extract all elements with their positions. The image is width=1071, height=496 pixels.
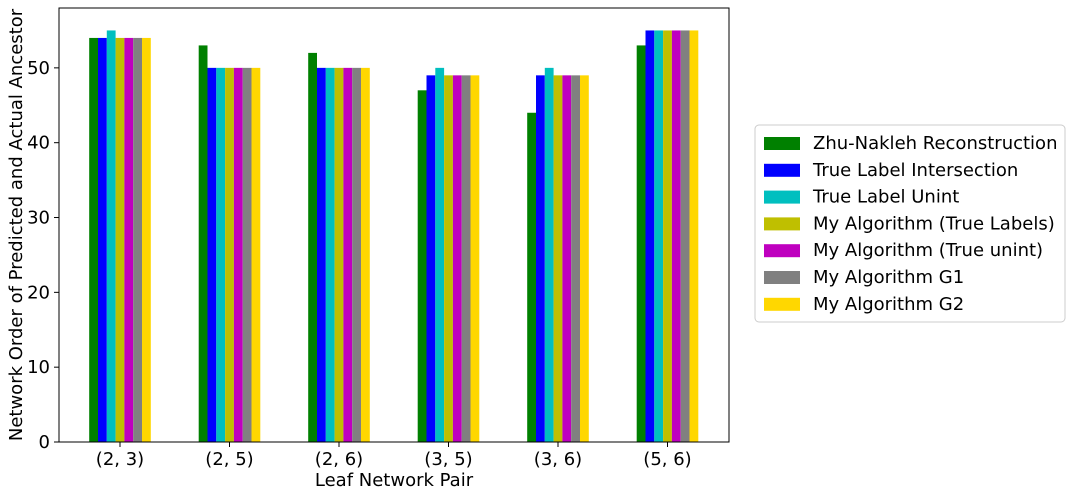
y-tick-label: 40 xyxy=(27,133,50,154)
y-axis: 0 10 20 30 40 50 xyxy=(27,58,59,453)
bar xyxy=(106,30,116,443)
bar xyxy=(334,67,344,443)
bar xyxy=(133,37,142,443)
x-tick-label: (2, 6) xyxy=(315,449,363,470)
bars-group xyxy=(89,30,699,443)
bar xyxy=(207,67,217,443)
bar xyxy=(251,67,261,443)
x-tick-label: (5, 6) xyxy=(643,449,691,470)
legend: Zhu-Nakleh Reconstruction True Label Inte… xyxy=(754,124,1066,323)
legend-swatch xyxy=(764,137,800,150)
legend-label: My Algorithm G2 xyxy=(813,294,964,315)
bar xyxy=(242,67,252,443)
bar xyxy=(636,45,646,443)
bar xyxy=(115,37,125,443)
legend-swatch xyxy=(764,244,800,258)
y-tick-label: 30 xyxy=(27,208,50,229)
bar xyxy=(580,75,589,443)
bar xyxy=(671,30,681,443)
bar xyxy=(142,37,151,443)
x-axis: (2, 3) (2, 5) (2, 6) (3, 5) (3, 6) (5, 6) xyxy=(96,442,692,470)
bar xyxy=(562,75,572,443)
bar xyxy=(216,67,226,443)
bar xyxy=(308,52,317,443)
legend-label: My Algorithm (True Labels) xyxy=(813,213,1055,234)
bar xyxy=(680,30,690,443)
bar xyxy=(98,37,107,443)
bar xyxy=(426,75,436,443)
bar xyxy=(352,67,361,443)
bar xyxy=(225,67,234,443)
bar xyxy=(536,75,545,443)
y-tick-label: 50 xyxy=(27,58,50,79)
bar xyxy=(444,75,453,443)
bar xyxy=(124,37,134,443)
bar xyxy=(89,37,98,443)
bar xyxy=(461,75,471,443)
legend-label: Zhu-Nakleh Reconstruction xyxy=(813,133,1057,154)
legend-swatch xyxy=(764,163,800,177)
legend-swatch xyxy=(764,217,800,231)
bar xyxy=(343,67,353,443)
x-axis-title: Leaf Network Pair xyxy=(315,470,474,491)
bar xyxy=(452,75,462,443)
x-tick-label: (3, 5) xyxy=(424,449,472,470)
legend-swatch xyxy=(764,297,800,311)
bar xyxy=(417,90,427,442)
plot-background xyxy=(59,8,729,442)
legend-swatch xyxy=(764,271,800,284)
y-tick-label: 0 xyxy=(39,432,50,453)
legend-label: My Algorithm G1 xyxy=(813,267,964,288)
bar xyxy=(553,75,563,443)
bar xyxy=(435,67,445,443)
legend-swatch xyxy=(764,190,800,204)
legend-label: True Label Unint xyxy=(812,187,959,208)
bar xyxy=(654,30,664,443)
y-axis-title: Network Order of Predicted and Actual An… xyxy=(6,8,27,441)
bar xyxy=(361,67,370,443)
bar xyxy=(325,67,335,443)
bar xyxy=(571,75,580,443)
bar xyxy=(470,75,480,443)
x-tick-label: (2, 3) xyxy=(96,449,144,470)
y-tick-label: 20 xyxy=(27,282,50,303)
bar xyxy=(663,30,672,443)
x-tick-label: (3, 6) xyxy=(534,449,582,470)
bar xyxy=(233,67,243,443)
legend-frame xyxy=(754,124,1066,323)
bar xyxy=(645,30,655,443)
y-tick-label: 10 xyxy=(27,357,50,378)
bar xyxy=(544,67,554,443)
bar xyxy=(689,30,699,443)
bar xyxy=(198,45,208,443)
legend-label: True Label Intersection xyxy=(812,160,1018,181)
bar xyxy=(317,67,326,443)
plot-frame xyxy=(58,7,730,443)
legend-label: My Algorithm (True unint) xyxy=(813,240,1043,261)
bar xyxy=(527,112,536,443)
x-tick-label: (2, 5) xyxy=(205,449,253,470)
